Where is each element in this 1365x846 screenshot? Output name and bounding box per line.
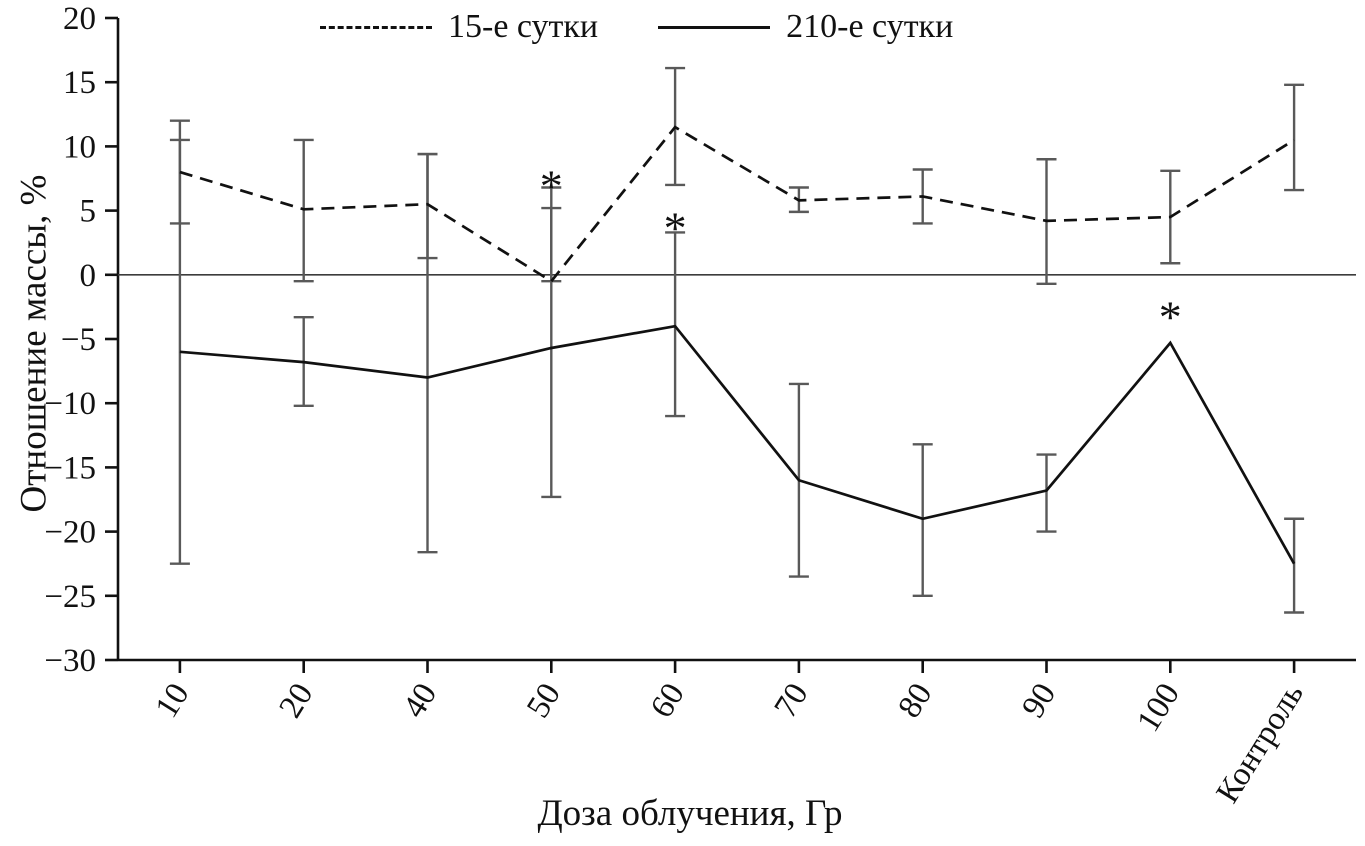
y-tick-label: 10: [63, 129, 96, 165]
legend-label-210-sutki: 210-е сутки: [786, 8, 954, 45]
y-tick-label: −5: [61, 322, 96, 358]
y-tick-label: −15: [44, 450, 96, 486]
y-tick-label: 5: [80, 194, 97, 230]
y-tick-label: −25: [44, 579, 96, 615]
x-tick-label: 80: [891, 677, 939, 724]
legend-item-15-sutki: 15-е сутки: [320, 10, 598, 44]
dashed-line-icon: [320, 25, 432, 29]
chart-legend: 15-е сутки 210-е сутки: [320, 10, 953, 44]
series-line-0: [179, 125, 1295, 283]
series-line-1: [179, 324, 1296, 565]
y-tick-label: −10: [44, 386, 96, 422]
legend-label-15-sutki: 15-е сутки: [448, 8, 599, 45]
x-tick-label: 100: [1130, 677, 1187, 738]
x-tick-label: 40: [396, 677, 444, 724]
significance-asterisk: *: [1159, 291, 1182, 342]
significance-asterisk: *: [664, 203, 687, 254]
y-tick-label: 20: [63, 1, 96, 37]
legend-item-210-sutki: 210-е сутки: [658, 10, 953, 44]
x-tick-label: 60: [644, 677, 692, 724]
y-tick-label: 0: [80, 258, 97, 294]
x-axis-title: Доза облучения, Гр: [537, 793, 843, 834]
y-axis-title: Отношение массы, %: [13, 174, 55, 513]
solid-line-icon: [658, 25, 771, 29]
x-tick-label: Контроль: [1210, 677, 1311, 809]
x-tick-label: 50: [520, 677, 568, 724]
x-tick-label: 90: [1015, 677, 1063, 724]
y-tick-label: −20: [44, 515, 96, 551]
x-tick-label: 10: [149, 677, 197, 724]
x-tick-label: 70: [768, 677, 816, 724]
x-tick-label: 20: [272, 677, 320, 724]
y-tick-label: 15: [63, 65, 96, 101]
y-tick-label: −30: [44, 643, 96, 679]
significance-asterisk: *: [540, 160, 563, 211]
